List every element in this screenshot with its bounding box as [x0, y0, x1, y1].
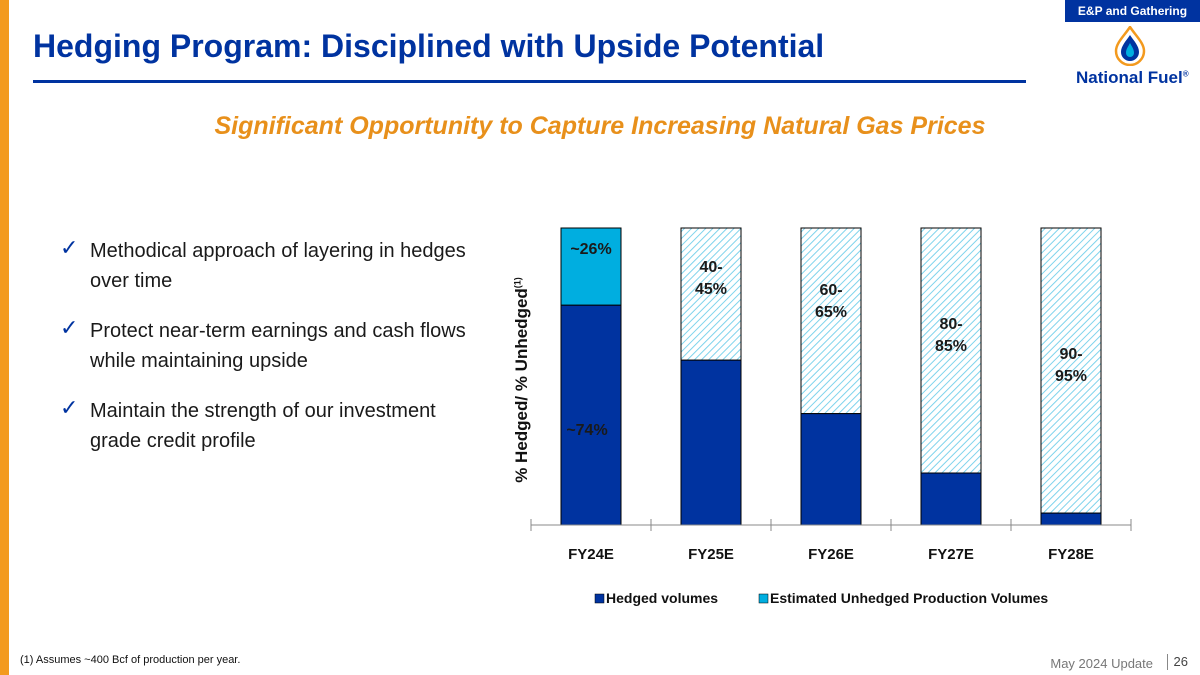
bullet-item: ✓ Maintain the strength of our investment…: [60, 396, 480, 456]
bar-unhedged-fy28e: [1040, 227, 1102, 514]
bar-unhedged-fy25e: [680, 227, 742, 361]
data-label-line: 80-: [939, 316, 962, 333]
bullet-text: Protect near-term earnings and cash flow…: [90, 320, 466, 372]
data-label-fy25e: 40-45%: [695, 259, 727, 298]
data-label-line: ~74%: [566, 422, 607, 439]
check-icon: ✓: [60, 396, 79, 421]
data-label-line: 65%: [815, 304, 847, 321]
data-label-line: 45%: [695, 281, 727, 298]
bar-hedged-fy24e: [560, 304, 622, 526]
data-label-fy24e: ~26%: [570, 241, 611, 258]
left-accent-stripe: [0, 0, 9, 675]
legend-swatch-hedged: [594, 593, 605, 604]
legend-label-unhedged: Estimated Unhedged Production Volumes: [770, 590, 1048, 606]
data-label-fy28e: 90-95%: [1055, 346, 1087, 385]
footer-date: May 2024 Update: [1050, 656, 1153, 671]
data-label-line: ~26%: [570, 241, 611, 258]
bar-hedged-fy27e: [920, 472, 982, 526]
bullet-item: ✓ Methodical approach of layering in hedg…: [60, 236, 480, 296]
bullet-text: Methodical approach of layering in hedge…: [90, 240, 466, 292]
bar-unhedged-fy26e: [800, 227, 862, 415]
check-icon: ✓: [60, 316, 79, 341]
logo-wordmark: National Fuel®: [1076, 68, 1189, 87]
bar-hedged-fy26e: [800, 413, 862, 526]
bullet-text: Maintain the strength of our investment …: [90, 400, 436, 452]
flame-drop-logo-icon: [1114, 26, 1146, 66]
footnote: (1) Assumes ~400 Bcf of production per y…: [20, 654, 241, 666]
section-tag: E&P and Gathering: [1065, 0, 1200, 22]
bar-unhedged-fy24e: [560, 227, 622, 306]
title-underline: [33, 80, 1026, 83]
company-logo: National Fuel®: [1070, 26, 1190, 96]
x-tick-label: FY28E: [1048, 546, 1094, 563]
bar-hedged-fy28e: [1040, 512, 1102, 526]
x-tick-label: FY24E: [568, 546, 614, 563]
bullet-list: ✓ Methodical approach of layering in hedg…: [60, 236, 480, 476]
data-label-fy24e: ~74%: [566, 422, 607, 439]
x-tick-label: FY26E: [808, 546, 854, 563]
check-icon: ✓: [60, 236, 79, 261]
page-title: Hedging Program: Disciplined with Upside…: [33, 28, 825, 64]
x-tick-label: FY27E: [928, 546, 974, 563]
page-number: 26: [1173, 654, 1188, 669]
bullet-item: ✓ Protect near-term earnings and cash flo…: [60, 316, 480, 376]
legend-swatch-unhedged: [758, 593, 769, 604]
data-label-line: 40-: [699, 259, 722, 276]
subtitle: Significant Opportunity to Capture Incre…: [214, 112, 986, 140]
data-label-fy26e: 60-65%: [815, 282, 847, 321]
data-label-line: 85%: [935, 338, 967, 355]
data-label-line: 90-: [1059, 346, 1082, 363]
legend-label-hedged: Hedged volumes: [606, 590, 718, 606]
x-tick-label: FY25E: [688, 546, 734, 563]
data-label-line: 95%: [1055, 368, 1087, 385]
data-label-fy27e: 80-85%: [935, 316, 967, 355]
data-label-line: 60-: [819, 282, 842, 299]
bar-unhedged-fy27e: [920, 227, 982, 474]
bar-hedged-fy25e: [680, 359, 742, 526]
footer-separator: [1167, 654, 1168, 670]
